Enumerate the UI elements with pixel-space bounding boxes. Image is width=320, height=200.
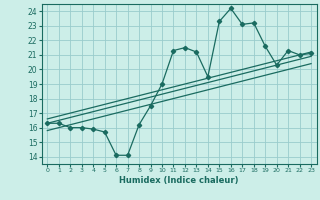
X-axis label: Humidex (Indice chaleur): Humidex (Indice chaleur): [119, 176, 239, 185]
